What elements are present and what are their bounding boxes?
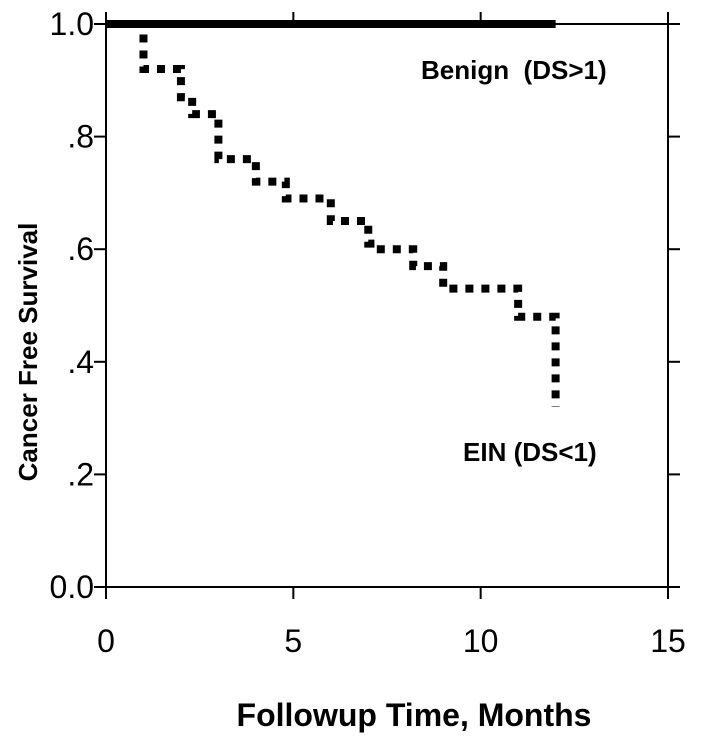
- y-tick-label: 1.0: [50, 6, 94, 42]
- y-tick-label: .8: [67, 119, 94, 155]
- plot-frame: [105, 23, 669, 588]
- series-ein-line: [106, 20, 560, 407]
- annotation-ein: EIN (DS<1): [463, 437, 597, 467]
- x-tick-label: 15: [650, 623, 686, 659]
- annotation-benign: Benign (DS>1): [421, 55, 607, 85]
- x-tick-label: 5: [284, 623, 302, 659]
- y-tick-label: .4: [67, 344, 94, 380]
- x-axis-title: Followup Time, Months: [237, 697, 592, 733]
- y-tick-label: .2: [67, 456, 94, 492]
- y-tick-label: .6: [67, 231, 94, 267]
- axes: [105, 23, 669, 588]
- ticks: 0.0 .2 .4 .6 .8 1.0 0 5 10 15: [50, 6, 686, 659]
- x-tick-label: 10: [463, 623, 499, 659]
- y-tick-label: 0.0: [50, 569, 94, 605]
- series-lines: [106, 20, 560, 407]
- x-tick-label: 0: [97, 623, 115, 659]
- y-axis-title: Cancer Free Survival: [13, 223, 43, 482]
